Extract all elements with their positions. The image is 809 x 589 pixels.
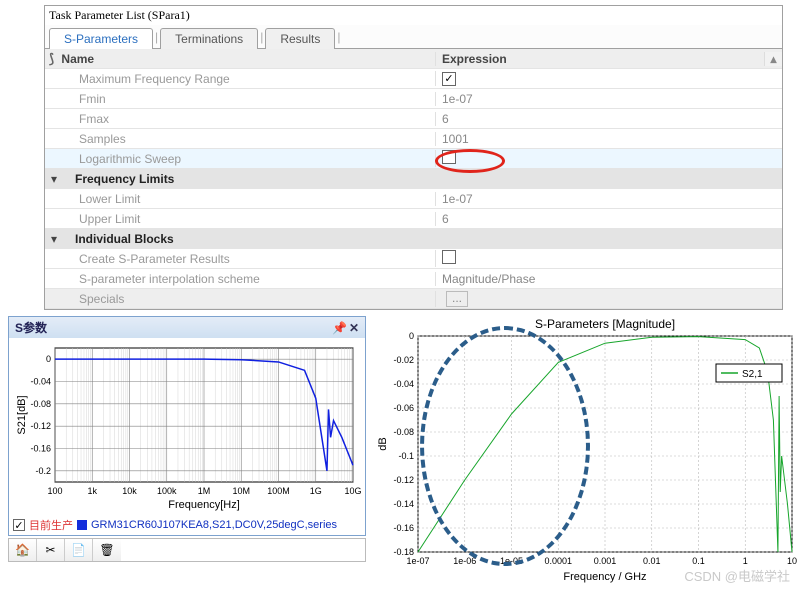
grid-row[interactable]: ▾Individual Blocks	[45, 229, 782, 249]
card-title: S参数	[15, 319, 47, 336]
svg-text:10G: 10G	[344, 486, 361, 496]
right-plot-panel: S-Parameters [Magnitude] 1e-07 1e-06 1e-05 0…	[372, 316, 802, 589]
svg-text:-0.06: -0.06	[393, 403, 414, 413]
scroll-up[interactable]: ▴	[764, 52, 782, 66]
svg-text:S2,1: S2,1	[742, 369, 763, 380]
filter-icon[interactable]: ⟆	[49, 51, 54, 67]
svg-text:-0.14: -0.14	[393, 499, 414, 509]
svg-text:1k: 1k	[87, 486, 97, 496]
home-button[interactable]: 🏠	[9, 539, 37, 561]
svg-text:-0.04: -0.04	[393, 379, 414, 389]
svg-text:0.001: 0.001	[594, 556, 617, 566]
svg-text:1e-06: 1e-06	[453, 556, 476, 566]
delete-button[interactable]: 🗑	[93, 539, 121, 561]
svg-text:Frequency[Hz]: Frequency[Hz]	[168, 499, 240, 511]
grid-row[interactable]: Lower Limit1e-07	[45, 189, 782, 209]
pin-icon[interactable]: 📌	[332, 321, 347, 335]
tab-results[interactable]: Results	[265, 28, 335, 49]
left-toolbar: 🏠 ✂ 📄 🗑	[8, 538, 366, 562]
svg-text:Frequency / GHz: Frequency / GHz	[563, 571, 646, 583]
svg-text:100: 100	[47, 486, 62, 496]
tab-s-parameters[interactable]: S-Parameters	[49, 28, 153, 49]
grid-row[interactable]: S-parameter interpolation schemeMagnitud…	[45, 269, 782, 289]
svg-text:1M: 1M	[198, 486, 211, 496]
col-expression: Expression	[435, 52, 764, 66]
svg-text:-0.16: -0.16	[393, 523, 414, 533]
ellipsis-button[interactable]: ...	[446, 291, 468, 307]
checkbox[interactable]	[442, 72, 456, 86]
checkbox[interactable]	[442, 150, 456, 164]
grid-row[interactable]: Logarithmic Sweep	[45, 149, 782, 169]
svg-text:100k: 100k	[157, 486, 177, 496]
legend-color-chip	[77, 520, 87, 530]
svg-text:S-Parameters [Magnitude]: S-Parameters [Magnitude]	[535, 317, 675, 331]
panel-title: Task Parameter List (SPara1)	[45, 6, 782, 25]
svg-text:100M: 100M	[267, 486, 290, 496]
tab-terminations[interactable]: Terminations	[160, 28, 258, 49]
grid-row[interactable]: Create S-Parameter Results	[45, 249, 782, 269]
svg-text:0: 0	[46, 354, 51, 364]
close-icon[interactable]: ✕	[349, 321, 359, 335]
svg-text:-0.16: -0.16	[30, 444, 51, 454]
tab-strip: S-Parameters | Terminations | Results |	[45, 25, 782, 49]
left-plot: 100 1k 10k 100k 1M 10M 100M 1G 10G 0 -0.04 -0.08 -0.…	[9, 338, 365, 515]
svg-text:-0.1: -0.1	[398, 451, 414, 461]
svg-text:0.1: 0.1	[692, 556, 705, 566]
svg-text:-0.18: -0.18	[393, 547, 414, 557]
svg-text:10: 10	[787, 556, 797, 566]
grid-row[interactable]: Fmax6	[45, 109, 782, 129]
checkbox[interactable]	[442, 250, 456, 264]
svg-text:-0.12: -0.12	[393, 475, 414, 485]
svg-text:-0.04: -0.04	[30, 377, 51, 387]
grid-row[interactable]: Specials...	[45, 289, 782, 309]
svg-text:10k: 10k	[122, 486, 137, 496]
svg-text:1e-05: 1e-05	[500, 556, 523, 566]
svg-text:1: 1	[743, 556, 748, 566]
svg-text:-0.2: -0.2	[35, 466, 51, 476]
svg-text:-0.08: -0.08	[30, 399, 51, 409]
svg-text:1e-07: 1e-07	[406, 556, 429, 566]
grid-row[interactable]: Fmin1e-07	[45, 89, 782, 109]
left-legend[interactable]: 目前生产 GRM31CR60J107KEA8,S21,DC0V,25degC,s…	[9, 515, 365, 535]
grid-row[interactable]: Upper Limit6	[45, 209, 782, 229]
grid-header: ⟆ Name Expression ▴	[45, 49, 782, 69]
parameter-grid: ⟆ Name Expression ▴ Maximum Frequency Ra…	[45, 49, 782, 309]
copy-button[interactable]: 📄	[65, 539, 93, 561]
svg-text:dB: dB	[377, 437, 389, 450]
svg-text:10M: 10M	[232, 486, 250, 496]
grid-row[interactable]: Maximum Frequency Range	[45, 69, 782, 89]
svg-text:0.0001: 0.0001	[544, 556, 572, 566]
grid-row[interactable]: Samples1001	[45, 129, 782, 149]
svg-text:S21[dB]: S21[dB]	[16, 395, 28, 434]
s-param-card: S参数 📌 ✕ 100 1k 10k 100k 1M 10M 100M 1G 10G 0 -0.04…	[8, 316, 366, 536]
svg-text:0.01: 0.01	[643, 556, 661, 566]
grid-row[interactable]: ▾Frequency Limits	[45, 169, 782, 189]
svg-text:-0.02: -0.02	[393, 355, 414, 365]
svg-text:1G: 1G	[310, 486, 322, 496]
svg-text:-0.08: -0.08	[393, 427, 414, 437]
legend-checkbox[interactable]	[13, 519, 25, 531]
svg-text:-0.12: -0.12	[30, 421, 51, 431]
task-parameter-panel: Task Parameter List (SPara1) S-Parameter…	[44, 5, 783, 310]
cut-button[interactable]: ✂	[37, 539, 65, 561]
svg-text:0: 0	[409, 331, 414, 341]
